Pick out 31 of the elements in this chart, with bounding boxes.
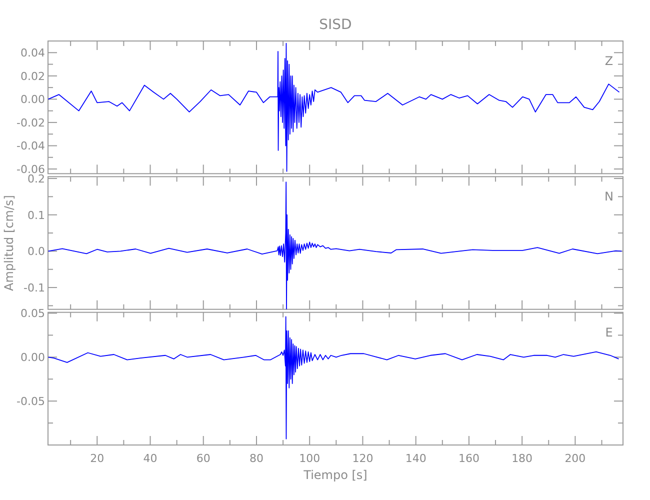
y-tick-label: 0.00 <box>20 351 45 364</box>
x-tick-label: 120 <box>352 452 374 465</box>
annotation: E <box>605 325 613 340</box>
x-tick-label: 80 <box>249 452 264 465</box>
x-tick-label: 100 <box>299 452 320 465</box>
x-tick-label: 60 <box>196 452 210 465</box>
x-axis-title: Tiempo [s] <box>302 468 368 482</box>
y-tick-label: -0.1 <box>24 282 45 295</box>
y-tick-label: -0.04 <box>16 140 45 153</box>
chart-title: SISD <box>319 17 352 33</box>
x-tick-label: 200 <box>564 452 586 465</box>
y-tick-label: 0.2 <box>28 172 45 186</box>
y-tick-label: 0.04 <box>20 46 45 60</box>
x-tick-label: 40 <box>143 452 158 465</box>
y-tick-label: -0.02 <box>16 116 45 130</box>
y-tick-label: 0.00 <box>20 93 45 106</box>
y-tick-label: 0.05 <box>20 307 45 320</box>
y-tick-label: 0.02 <box>20 70 45 83</box>
y-tick-label: 0.1 <box>28 208 45 222</box>
y-tick-label: -0.05 <box>16 395 45 408</box>
line-series <box>48 182 622 310</box>
y-axis-title: Amplitud [cm/s] <box>2 195 16 291</box>
line-series <box>48 316 620 440</box>
x-tick-label: 20 <box>90 452 104 465</box>
line-series <box>48 42 620 172</box>
x-tick-label: 160 <box>458 452 480 465</box>
y-tick-label: 0.0 <box>28 245 45 258</box>
x-tick-label: 140 <box>405 452 426 465</box>
x-tick-label: 180 <box>512 452 533 465</box>
annotation: Z <box>604 54 614 68</box>
annotation: N <box>604 190 614 204</box>
